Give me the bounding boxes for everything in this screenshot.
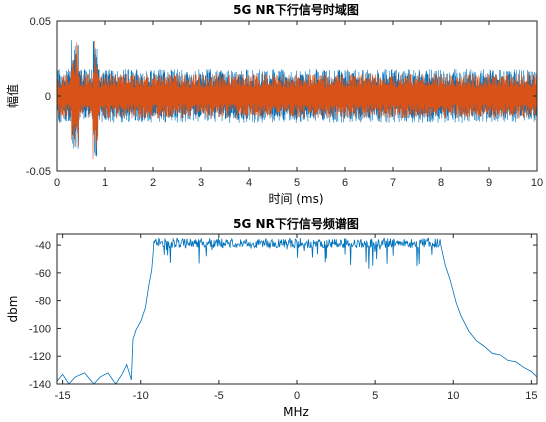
spectrum-line (56, 237, 538, 385)
x-tick-label: 10 (531, 177, 543, 189)
x-axis-label: MHz (283, 405, 309, 419)
x-tick-label: -10 (133, 390, 149, 402)
x-tick-label: 8 (438, 177, 444, 189)
y-tick-label: 0.05 (30, 16, 51, 28)
time-series-line (56, 41, 538, 159)
y-tick-label: -140 (29, 379, 51, 391)
x-tick-label: 7 (390, 177, 396, 189)
y-tick-label: -120 (29, 351, 51, 363)
x-tick-label: 5 (372, 390, 378, 402)
plot-area (57, 234, 537, 384)
x-tick-label: 0 (54, 177, 60, 189)
y-tick-label: -60 (35, 268, 51, 280)
x-tick-label: 5 (294, 177, 300, 189)
x-tick-label: 1 (102, 177, 108, 189)
x-tick-label: -5 (214, 390, 224, 402)
y-tick-label: -100 (29, 323, 51, 335)
series-group (56, 40, 538, 159)
x-tick-label: 9 (486, 177, 492, 189)
y-tick-label: -40 (35, 240, 51, 252)
y-axis-label: dbm (6, 296, 20, 323)
x-tick-label: 3 (198, 177, 204, 189)
spectrum-title: 5G NR下行信号频谱图 (233, 216, 359, 231)
tick-group: -15 -10 -5 0 5 10 15 -140 -120 -100 -80 -60 -40 (29, 234, 538, 402)
y-tick-label: -80 (35, 296, 51, 308)
x-tick-label: -15 (55, 390, 71, 402)
x-tick-label: 2 (150, 177, 156, 189)
x-tick-label: 15 (525, 390, 537, 402)
y-tick-label: 0 (45, 91, 51, 103)
x-axis-label: 时间 (ms) (268, 192, 323, 206)
x-tick-label: 0 (294, 390, 300, 402)
y-axis-label: 幅值 (5, 84, 20, 108)
time-domain-title: 5G NR下行信号时域图 (233, 2, 359, 17)
x-tick-label: 4 (246, 177, 252, 189)
spectrum-chart: 5G NR下行信号频谱图 -15 -10 -5 0 5 10 15-140-120-100-… (6, 216, 538, 419)
y-tick-label: -0.05 (26, 166, 51, 178)
x-tick-label: 10 (447, 390, 459, 402)
series-group (56, 237, 538, 385)
time-series-line (56, 40, 538, 157)
x-tick-label: 6 (342, 177, 348, 189)
